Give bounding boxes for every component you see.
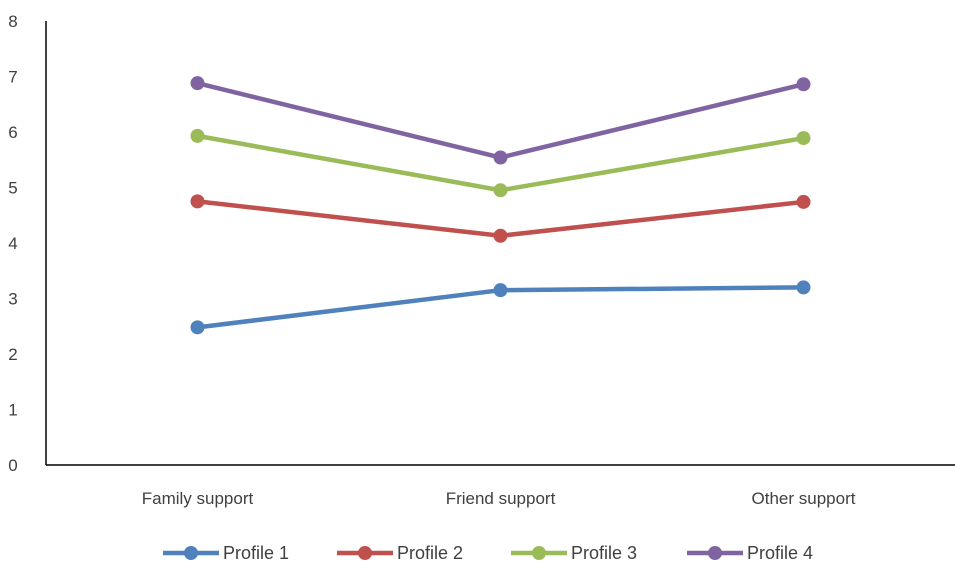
y-tick-label: 4 [8,234,17,253]
legend-swatch-marker [184,546,198,560]
legend-label: Profile 1 [223,543,289,562]
x-tick-label: Other support [752,489,856,508]
data-point-profile-2 [190,194,205,209]
legend-label: Profile 3 [571,543,637,562]
data-point-profile-2 [796,194,811,209]
y-tick-label: 8 [8,12,17,31]
series-lines [190,76,811,335]
data-point-profile-1 [796,280,811,295]
legend-swatch-marker [358,546,372,560]
data-point-profile-4 [493,150,508,165]
legend-swatch-marker [532,546,546,560]
x-tick-label: Family support [142,489,254,508]
y-tick-label: 1 [8,401,17,420]
data-point-profile-1 [190,320,205,335]
data-point-profile-2 [493,228,508,243]
data-point-profile-4 [796,77,811,92]
data-point-profile-4 [190,76,205,91]
y-tick-label: 5 [8,179,17,198]
x-axis: Family support Friend support Other suppor… [46,464,955,508]
y-tick-label: 2 [8,345,17,364]
y-tick-label: 0 [8,456,17,475]
data-point-profile-3 [493,183,508,198]
y-tick-label: 7 [8,68,17,87]
legend-label: Profile 4 [747,543,813,562]
series-line-profile-4 [195,80,806,160]
x-tick-label: Friend support [446,489,556,508]
legend-swatch-marker [708,546,722,560]
data-point-profile-3 [190,128,205,143]
legend: Profile 1 Profile 2 Profile 3 Profile 4 [163,543,813,562]
data-point-profile-1 [493,283,508,298]
y-tick-label: 3 [8,290,17,309]
y-axis: 0 1 2 3 4 5 6 7 8 [8,12,47,475]
data-point-profile-3 [796,131,811,146]
y-tick-label: 6 [8,123,17,142]
legend-label: Profile 2 [397,543,463,562]
